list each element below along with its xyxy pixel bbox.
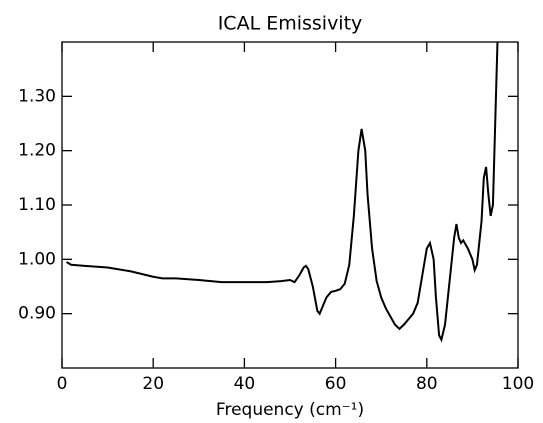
x-tick-label: 20 xyxy=(142,374,164,394)
y-tick-label: 1.10 xyxy=(18,195,56,215)
chart-title: ICAL Emissivity xyxy=(218,13,363,35)
x-tick-label: 60 xyxy=(325,374,347,394)
x-tick-label: 0 xyxy=(57,374,68,394)
data-line xyxy=(66,42,499,343)
x-axis-label: Frequency (cm⁻¹) xyxy=(216,400,364,420)
x-tick-label: 80 xyxy=(416,374,438,394)
x-tick-label: 40 xyxy=(234,374,256,394)
y-tick-label: 1.20 xyxy=(18,141,56,161)
plot-frame xyxy=(61,41,519,369)
x-tick-label: 100 xyxy=(502,374,534,394)
y-tick-label: 1.00 xyxy=(18,249,56,269)
y-tick-label: 0.90 xyxy=(18,304,56,324)
y-tick-label: 1.30 xyxy=(18,86,56,106)
